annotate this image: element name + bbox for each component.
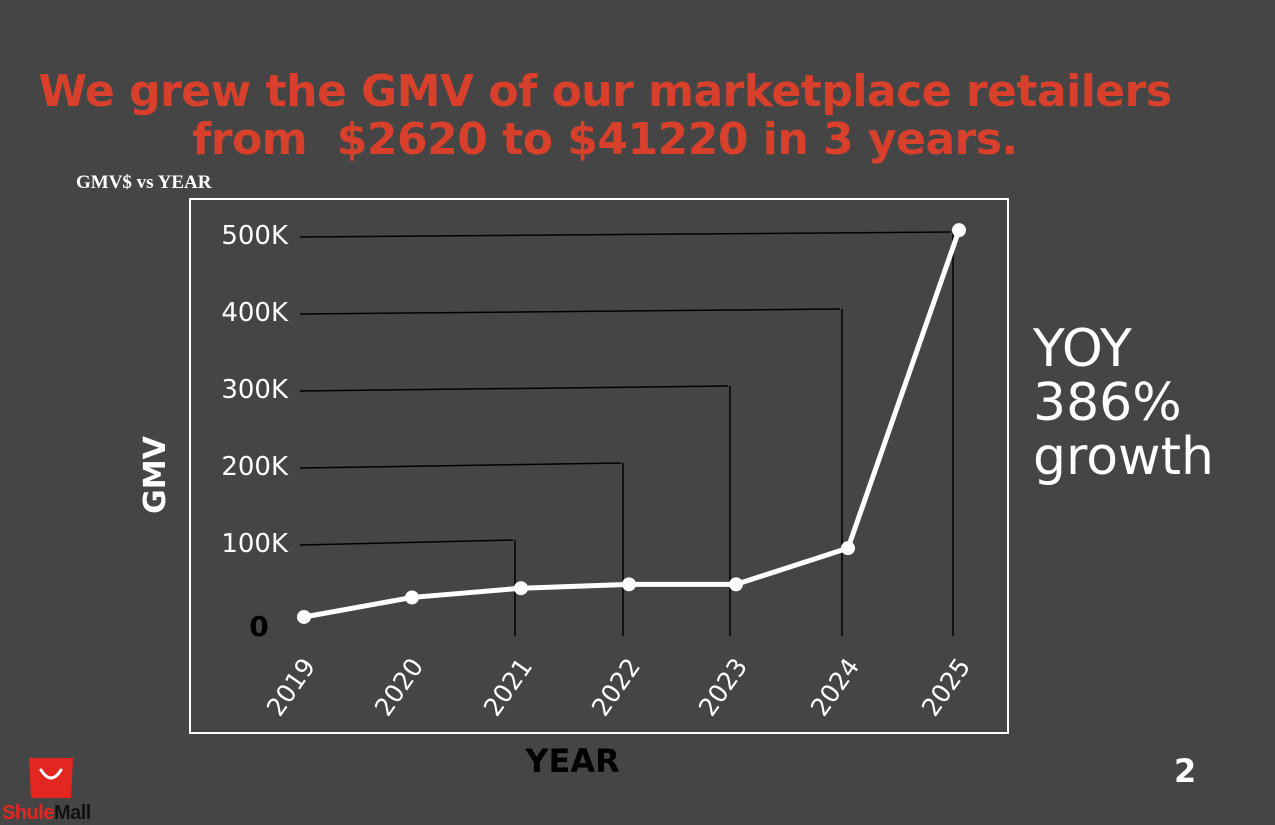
x-tick-label-2024: 2024	[805, 653, 865, 722]
logo-wordmark-part-2: Mall	[53, 802, 91, 824]
data-point-2024	[841, 541, 855, 556]
data-point-2021	[514, 581, 528, 596]
gmv-series-line	[303, 229, 962, 620]
logo-wordmark: ShuleMall	[2, 802, 91, 825]
y-tick-label-3: 300K	[221, 375, 289, 405]
y-tick-label-5: 500K	[221, 221, 289, 251]
chart-frame	[189, 198, 1009, 734]
headline-line-1: We grew the GMV of our marketplace retai…	[38, 66, 1172, 117]
page-number: 2	[1174, 752, 1197, 790]
data-point-2023	[729, 577, 743, 592]
shulemall-logo: ShuleMall	[0, 752, 110, 825]
callout-line-2: 386%	[1033, 373, 1182, 433]
headline-line-2: from $2620 to $41220 in 3 years.	[192, 114, 1018, 165]
callout-line-1: YOY	[1033, 319, 1132, 379]
y-guide-line-4	[299, 308, 841, 315]
y-guide-line-3	[299, 385, 729, 392]
data-point-2020	[405, 590, 419, 605]
chart-title: GMV$ vs YEAR	[76, 172, 212, 193]
y-tick-label-2: 200K	[221, 452, 289, 482]
x-tick-label-2025: 2025	[916, 653, 976, 722]
x-tick-label-2021: 2021	[478, 653, 538, 722]
y-tick-label-1: 100K	[221, 529, 289, 559]
y-tick-label-0: 0	[249, 610, 268, 643]
headline: We grew the GMV of our marketplace retai…	[0, 68, 1210, 164]
data-point-2022	[622, 577, 636, 592]
data-point-2025	[952, 223, 966, 238]
y-guide-line-5	[299, 231, 952, 238]
x-axis-label: YEAR	[525, 742, 620, 780]
x-tick-label-2023: 2023	[693, 653, 753, 722]
y-guide-line-2	[299, 462, 622, 469]
y-axis-label: GMV	[137, 436, 173, 514]
x-tick-label-2019: 2019	[261, 653, 321, 722]
y-tick-label-4: 400K	[221, 298, 289, 328]
yoy-growth-callout: YOY 386% growth	[1033, 322, 1214, 484]
x-tick-label-2022: 2022	[586, 653, 646, 722]
data-point-2019	[297, 609, 311, 624]
shopping-bag-icon	[29, 758, 73, 798]
y-guide-line-1	[299, 539, 514, 546]
x-tick-label-2020: 2020	[369, 653, 429, 722]
callout-line-3: growth	[1033, 427, 1214, 487]
logo-wordmark-part-1: Shule	[2, 802, 54, 824]
